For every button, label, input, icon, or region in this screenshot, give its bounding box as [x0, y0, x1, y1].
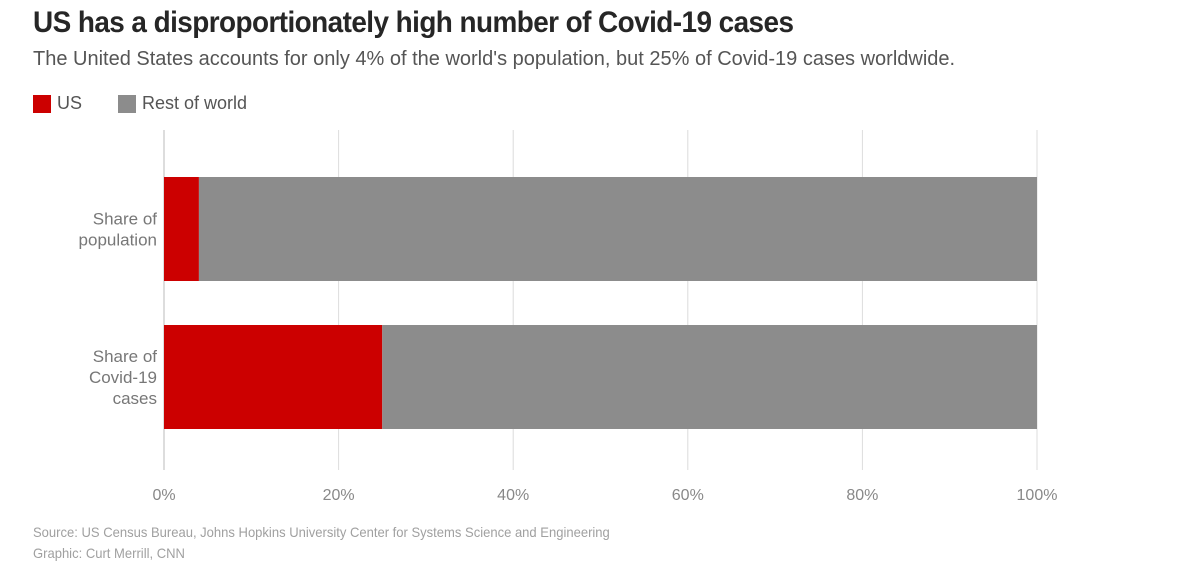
chart-title: US has a disproportionately high number … [33, 6, 794, 39]
x-tick-label: 80% [846, 487, 878, 504]
x-tick-label: 40% [497, 487, 529, 504]
x-tick-label: 100% [1017, 487, 1058, 504]
chart-footer: Source: US Census Bureau, Johns Hopkins … [33, 522, 610, 564]
x-tick-label: 60% [672, 487, 704, 504]
category-label: population [79, 231, 157, 250]
bar-chart: 0%20%40%60%80%100%4%Share ofpopulation25… [79, 130, 1058, 504]
legend-item-us: US [33, 93, 82, 114]
legend-swatch-us [33, 94, 51, 113]
credit-note: Graphic: Curt Merrill, CNN [33, 545, 185, 561]
chart-subtitle: The United States accounts for only 4% o… [33, 48, 956, 70]
x-tick-label: 0% [152, 487, 175, 504]
x-tick-label: 20% [323, 487, 355, 504]
category-label: Share of [93, 210, 158, 229]
category-label: Share of [93, 347, 158, 366]
legend-item-rest-of-world: Rest of world [118, 93, 247, 114]
category-label: cases [113, 389, 157, 408]
source-note: Source: US Census Bureau, Johns Hopkins … [33, 524, 610, 540]
bar-rest-of-world [198, 177, 1038, 281]
legend: US Rest of world [33, 93, 283, 114]
bar-us [164, 325, 383, 429]
bar-rest-of-world [382, 325, 1037, 429]
bar-us [164, 177, 199, 281]
legend-swatch-rest-of-world [118, 94, 137, 113]
legend-label-us: US [57, 93, 83, 113]
category-label: Covid-19 [89, 368, 157, 387]
legend-label-rest-of-world: Rest of world [142, 93, 248, 113]
